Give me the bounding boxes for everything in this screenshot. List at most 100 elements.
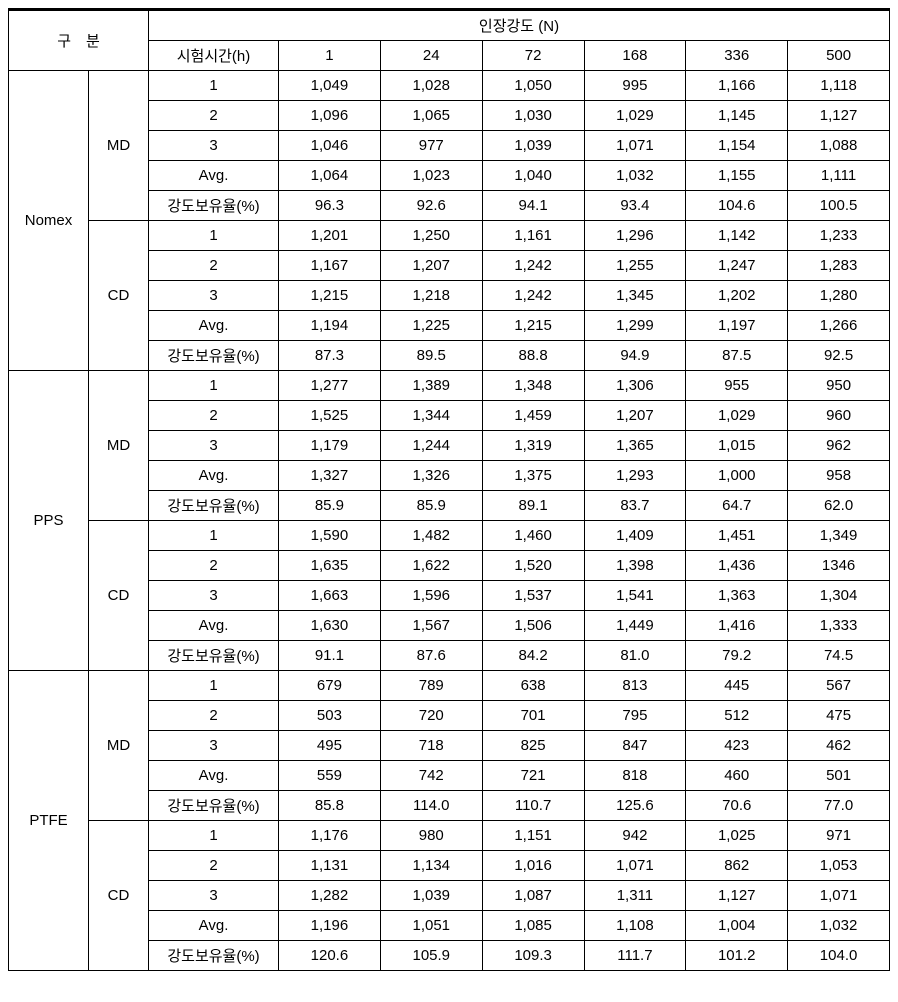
data-cell: 1,218: [380, 281, 482, 311]
data-cell: 1,389: [380, 371, 482, 401]
data-cell: 81.0: [584, 641, 686, 671]
material-cell: PPS: [9, 371, 89, 671]
data-cell: 125.6: [584, 791, 686, 821]
data-cell: 1,039: [482, 131, 584, 161]
data-cell: 110.7: [482, 791, 584, 821]
data-cell: 1,197: [686, 311, 788, 341]
time-col: 1: [279, 41, 381, 71]
data-cell: 1,151: [482, 821, 584, 851]
data-cell: 1,327: [279, 461, 381, 491]
data-cell: 105.9: [380, 941, 482, 971]
data-cell: 1,242: [482, 281, 584, 311]
data-cell: 1,029: [584, 101, 686, 131]
row-label-cell: 강도보유율(%): [149, 491, 279, 521]
data-cell: 1,039: [380, 881, 482, 911]
data-cell: 742: [380, 761, 482, 791]
data-cell: 1,064: [279, 161, 381, 191]
data-cell: 1,375: [482, 461, 584, 491]
data-cell: 1,349: [788, 521, 890, 551]
data-cell: 423: [686, 731, 788, 761]
row-label-cell: 2: [149, 251, 279, 281]
data-cell: 100.5: [788, 191, 890, 221]
data-cell: 958: [788, 461, 890, 491]
data-cell: 62.0: [788, 491, 890, 521]
data-cell: 1,051: [380, 911, 482, 941]
data-cell: 1,134: [380, 851, 482, 881]
data-cell: 1,161: [482, 221, 584, 251]
time-col: 336: [686, 41, 788, 71]
row-label-cell: 3: [149, 131, 279, 161]
row-label-cell: 2: [149, 401, 279, 431]
row-label-cell: 1: [149, 821, 279, 851]
data-cell: 1,050: [482, 71, 584, 101]
data-cell: 718: [380, 731, 482, 761]
data-cell: 1,520: [482, 551, 584, 581]
data-cell: 85.9: [279, 491, 381, 521]
data-cell: 1,000: [686, 461, 788, 491]
data-cell: 1,215: [482, 311, 584, 341]
table-row: PPSMD11,2771,3891,3481,306955950: [9, 371, 890, 401]
data-cell: 567: [788, 671, 890, 701]
row-label-cell: 2: [149, 851, 279, 881]
data-cell: 1,635: [279, 551, 381, 581]
data-cell: 88.8: [482, 341, 584, 371]
direction-cell: CD: [89, 221, 149, 371]
row-label-cell: 2: [149, 551, 279, 581]
row-label-cell: 1: [149, 521, 279, 551]
data-cell: 679: [279, 671, 381, 701]
data-cell: 1,299: [584, 311, 686, 341]
direction-cell: MD: [89, 671, 149, 821]
data-cell: 813: [584, 671, 686, 701]
row-label-cell: 강도보유율(%): [149, 191, 279, 221]
direction-cell: CD: [89, 521, 149, 671]
table-row: CD11,1769801,1519421,025971: [9, 821, 890, 851]
row-label-cell: 1: [149, 671, 279, 701]
data-cell: 1,449: [584, 611, 686, 641]
data-cell: 995: [584, 71, 686, 101]
data-cell: 1,029: [686, 401, 788, 431]
time-col: 168: [584, 41, 686, 71]
data-cell: 1,247: [686, 251, 788, 281]
data-cell: 85.8: [279, 791, 381, 821]
data-cell: 1,004: [686, 911, 788, 941]
data-cell: 96.3: [279, 191, 381, 221]
data-cell: 101.2: [686, 941, 788, 971]
row-label-cell: Avg.: [149, 461, 279, 491]
row-label-cell: 1: [149, 71, 279, 101]
data-cell: 64.7: [686, 491, 788, 521]
data-cell: 1,085: [482, 911, 584, 941]
data-cell: 1,065: [380, 101, 482, 131]
data-cell: 83.7: [584, 491, 686, 521]
data-cell: 1,280: [788, 281, 890, 311]
direction-cell: MD: [89, 71, 149, 221]
data-cell: 818: [584, 761, 686, 791]
data-cell: 1,333: [788, 611, 890, 641]
data-cell: 1,207: [584, 401, 686, 431]
data-cell: 1,596: [380, 581, 482, 611]
material-cell: PTFE: [9, 671, 89, 971]
data-cell: 720: [380, 701, 482, 731]
data-cell: 503: [279, 701, 381, 731]
data-cell: 1,663: [279, 581, 381, 611]
row-label-cell: 강도보유율(%): [149, 341, 279, 371]
row-label-cell: 강도보유율(%): [149, 641, 279, 671]
data-cell: 955: [686, 371, 788, 401]
data-cell: 795: [584, 701, 686, 731]
data-cell: 1,525: [279, 401, 381, 431]
data-cell: 1,053: [788, 851, 890, 881]
data-cell: 862: [686, 851, 788, 881]
data-cell: 1,590: [279, 521, 381, 551]
data-cell: 1,541: [584, 581, 686, 611]
data-cell: 475: [788, 701, 890, 731]
data-cell: 74.5: [788, 641, 890, 671]
row-label-cell: 3: [149, 431, 279, 461]
data-cell: 1,154: [686, 131, 788, 161]
data-cell: 1,032: [584, 161, 686, 191]
data-cell: 1,266: [788, 311, 890, 341]
data-cell: 87.6: [380, 641, 482, 671]
data-cell: 1,030: [482, 101, 584, 131]
data-cell: 1,127: [686, 881, 788, 911]
data-cell: 1,363: [686, 581, 788, 611]
data-cell: 91.1: [279, 641, 381, 671]
data-cell: 1,071: [584, 131, 686, 161]
